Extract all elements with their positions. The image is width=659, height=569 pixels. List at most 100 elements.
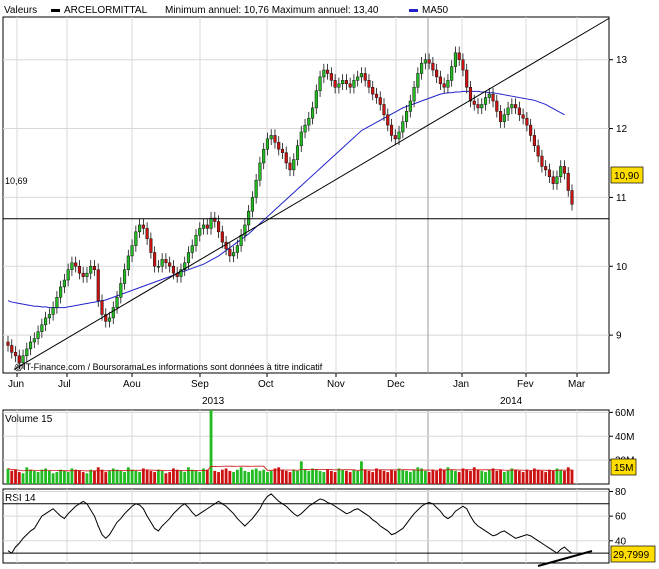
year-label-2014: 2014 <box>500 396 523 407</box>
candle-body <box>435 69 439 78</box>
volume-bar <box>532 468 536 484</box>
last-price-value: 10,90 <box>614 171 639 182</box>
candle-body <box>393 135 397 140</box>
volume-bar <box>457 472 461 484</box>
volume-bar <box>258 470 262 484</box>
candle-body <box>126 255 130 270</box>
price-tick-label: 9 <box>616 331 622 342</box>
candle-body <box>506 107 510 116</box>
volume-bar <box>36 472 40 484</box>
price-tick-label: 10 <box>616 262 628 273</box>
volume-bar <box>311 468 314 484</box>
volume-bar <box>495 470 499 484</box>
candle-body <box>420 62 424 74</box>
candle-body <box>235 245 239 253</box>
candle-body <box>265 138 270 150</box>
volume-bar <box>172 468 175 484</box>
candle-body <box>363 73 367 81</box>
main-panel-frame <box>2 16 610 374</box>
candle-body <box>198 228 202 236</box>
candle-body <box>149 238 153 253</box>
volume-bar <box>213 470 217 484</box>
candle-body <box>566 173 570 191</box>
volume-bar <box>337 468 341 484</box>
volume-last-box <box>610 458 637 476</box>
volume-bar <box>59 469 63 484</box>
volume-bar <box>329 470 333 484</box>
volume-bar <box>25 467 29 484</box>
candle-body <box>476 104 480 109</box>
volume-bar <box>322 472 326 484</box>
candle-body <box>209 217 213 229</box>
volume-bar <box>273 468 277 484</box>
month-label: Dec <box>387 379 405 390</box>
volume-bar <box>333 472 337 484</box>
month-label: Mar <box>568 379 586 390</box>
volume-bar <box>6 468 10 484</box>
candle-body <box>510 104 514 109</box>
month-label: Jan <box>453 379 469 390</box>
volume-bar <box>517 470 521 484</box>
candle-body <box>348 83 352 88</box>
candle-body <box>480 104 484 109</box>
candle-body <box>284 152 288 164</box>
volume-average-line <box>7 465 572 472</box>
volume-bar <box>66 472 70 484</box>
volume-bar <box>416 467 420 484</box>
candle-body <box>344 80 348 85</box>
volume-bar <box>194 470 198 484</box>
rsi-line-group <box>7 493 593 567</box>
rsi-trendline <box>537 550 593 567</box>
candle-body <box>111 307 115 319</box>
candle-body <box>468 86 473 102</box>
candle-body <box>288 162 292 171</box>
candle-body <box>40 324 44 332</box>
candle-body <box>141 224 145 229</box>
volume-bar <box>442 469 446 484</box>
candle-body <box>262 148 266 164</box>
volume-bar <box>390 469 393 484</box>
candle-body <box>89 266 93 274</box>
rsi-line <box>7 493 573 554</box>
volume-bar <box>480 470 484 484</box>
candle-body <box>408 100 412 112</box>
candle-body <box>442 83 446 88</box>
volume-bar <box>29 469 32 484</box>
volume-bar <box>277 467 281 484</box>
volume-bar <box>401 469 405 484</box>
candle-body <box>17 355 21 363</box>
volume-bar <box>284 470 288 484</box>
candle-body <box>55 297 59 308</box>
volume-panel: Volume 15 20M40M60M 15M <box>2 408 637 485</box>
candle-body <box>186 252 191 264</box>
candle-body <box>168 262 172 267</box>
volume-bar <box>175 469 179 484</box>
volume-bar <box>21 473 25 484</box>
candle-body <box>138 224 142 233</box>
volume-bar <box>299 461 303 484</box>
candle-body <box>547 169 552 178</box>
candle-body <box>213 217 217 222</box>
volume-bar <box>119 470 123 484</box>
volume-bar <box>130 469 134 484</box>
candle-body <box>104 314 108 322</box>
volume-bar <box>44 468 48 484</box>
volume-bar <box>153 472 157 484</box>
volume-bar <box>536 469 540 484</box>
volume-axis: 20M40M60M <box>609 408 634 467</box>
rsi-title: RSI 14 <box>5 493 36 504</box>
volume-bar <box>266 472 269 484</box>
volume-bar <box>566 467 570 484</box>
volume-bar <box>217 472 220 484</box>
candle-body <box>386 114 390 126</box>
volume-bar <box>491 468 495 484</box>
candle-body <box>96 269 100 301</box>
header-stock-name: ARCELORMITTAL <box>64 5 148 16</box>
volume-bar <box>563 470 566 484</box>
candle-body <box>461 59 465 71</box>
candle-body <box>243 224 247 236</box>
candle-body <box>314 90 318 109</box>
candle-body <box>378 97 382 105</box>
volume-bar <box>296 470 299 484</box>
